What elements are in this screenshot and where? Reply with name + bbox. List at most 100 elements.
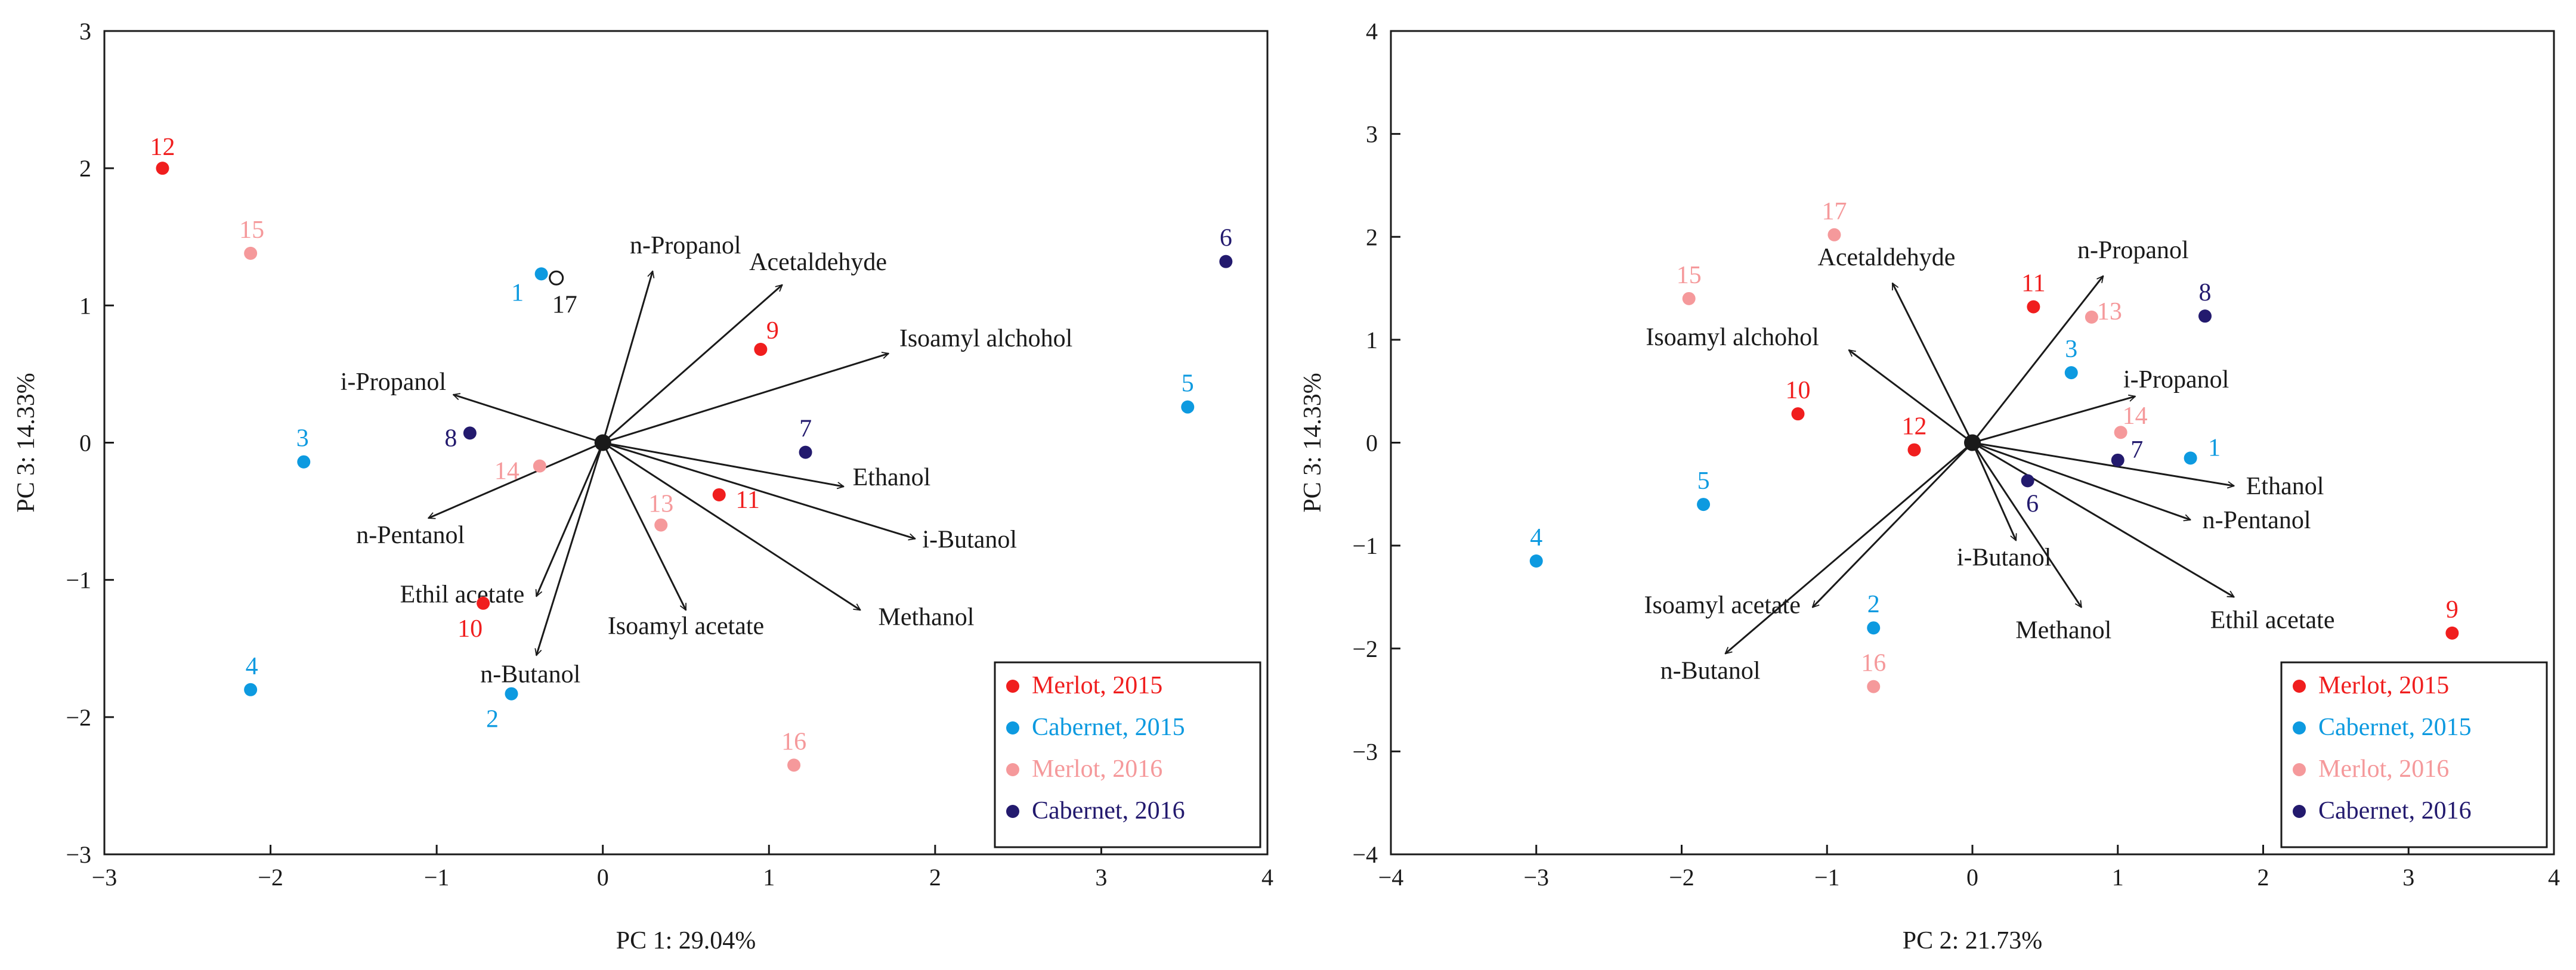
loading-vector-arrow [1971,276,2103,444]
x-axis-label: PC 2: 21.73% [1903,927,2043,954]
data-point [534,267,548,281]
x-tick-label: −3 [92,864,117,891]
loading-vector-label: Methanol [2015,617,2111,644]
legend-label: Merlot, 2015 [1032,672,1162,699]
data-point [1219,255,1233,268]
data-point-label: 4 [1530,524,1542,551]
legend-marker [1006,721,1019,735]
data-point [244,246,258,260]
legend-marker [2293,763,2306,776]
y-tick-label: −3 [1352,738,1378,765]
data-point-label: 7 [2130,436,2143,464]
x-tick-label: −1 [1814,864,1840,891]
data-point [2027,300,2040,314]
loading-vector-label: Acetaldehyde [1817,244,1955,271]
data-point [1791,407,1805,421]
loading-vector-label: i-Butanol [1957,544,2052,571]
data-point-label: 11 [2021,270,2045,297]
data-point-label: 3 [2065,336,2077,363]
x-tick-label: 2 [929,864,941,891]
loading-vector-arrow [602,285,783,444]
legend-label: Merlot, 2016 [2318,755,2449,783]
loading-vector-label: n-Propanol [630,232,741,259]
data-point [654,518,668,532]
data-point-label: 9 [766,317,779,345]
x-tick-label: 0 [1966,864,1978,891]
data-point [787,758,801,772]
loading-vector-label: Ethil acetate [400,581,525,608]
data-point [1827,228,1841,241]
loading-vector-arrow [602,442,861,611]
data-point-label: 5 [1182,370,1194,398]
data-point [477,596,490,610]
y-axis-label: PC 3: 14.33% [1299,373,1326,513]
loading-vector-label: Isoamyl acetate [608,612,764,640]
data-point [1682,292,1696,305]
x-axis-label: PC 1: 29.04% [616,927,756,954]
loading-vector-arrow [1891,283,1974,444]
y-tick-label: 1 [79,292,91,319]
data-point-label: 17 [552,291,577,318]
loading-vector-arrow [602,354,889,444]
data-point-label: 2 [486,706,499,733]
y-tick-label: 3 [79,18,91,45]
data-point [549,270,564,286]
data-point-label: 1 [511,279,524,306]
loading-vector-label: Ethanol [2246,473,2324,500]
data-point-label: 11 [735,486,759,514]
x-tick-label: 2 [2258,864,2269,891]
data-point [1181,400,1195,414]
data-point-label: 2 [1867,591,1880,618]
loading-vector-arrow [1972,442,2234,598]
data-point [156,162,169,175]
data-point-label: 13 [2097,298,2122,326]
y-tick-label: 0 [79,430,91,457]
data-point [754,342,768,356]
y-tick-label: 4 [1366,18,1378,45]
x-tick-label: −2 [258,864,283,891]
loading-vector-arrow [602,442,844,487]
legend-label: Merlot, 2016 [1032,755,1162,783]
x-tick-label: 1 [2112,864,2124,891]
loading-vector-arrow [453,395,604,444]
legend-label: Cabernet, 2015 [1032,714,1185,741]
legend-label: Cabernet, 2016 [2318,797,2472,825]
loading-vector-label: n-Pentanol [2203,507,2311,534]
loading-vector-label: Isoamyl acetate [1644,592,1801,619]
data-point-label: 5 [1697,467,1710,495]
loading-vector-label: n-Propanol [2077,237,2189,264]
x-tick-label: −3 [1523,864,1549,891]
origin-point [594,434,611,451]
data-point [2198,309,2212,323]
data-point-label: 6 [2026,490,2039,517]
legend-box [994,661,1261,848]
loading-vector-arrow [536,442,604,656]
data-point-label: 3 [296,425,309,453]
data-point-label: 6 [1220,225,1232,252]
data-point [2111,453,2124,467]
data-point-label: 13 [648,491,673,518]
data-point-label: 10 [1786,377,1811,404]
loading-vector-arrow [1972,396,2135,444]
loading-vector-arrow [1725,442,1973,654]
data-point [297,455,311,469]
data-point [2445,626,2459,640]
legend-marker [2293,805,2306,818]
data-point-label: 17 [1822,198,1847,225]
y-tick-label: 3 [1366,121,1378,148]
x-tick-label: 3 [2402,864,2414,891]
data-point-label: 10 [457,615,483,643]
data-point [1907,443,1921,457]
x-tick-label: 3 [1095,864,1107,891]
data-point-label: 16 [781,728,806,755]
data-point-label: 15 [239,216,264,244]
y-tick-label: 0 [1366,430,1378,457]
loading-vector-label: Isoamyl alchohol [899,325,1072,352]
data-point-label: 15 [1677,262,1702,289]
legend-marker [2293,721,2306,735]
x-tick-label: −4 [1378,864,1404,891]
data-point-label: 4 [246,653,258,680]
x-tick-label: 4 [1261,864,1273,891]
data-point [505,687,518,701]
